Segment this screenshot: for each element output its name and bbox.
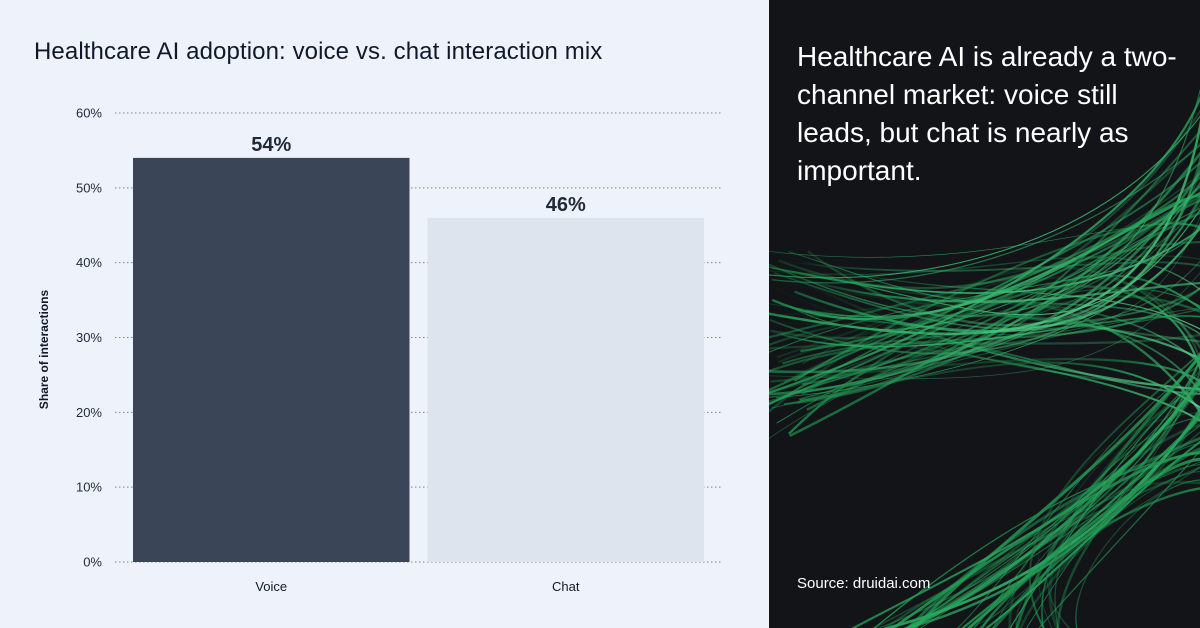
light-streak [781,259,1200,272]
x-tick-label: Chat [552,579,580,594]
source-label: Source: druidai.com [797,575,931,592]
y-tick-label: 60% [76,106,102,121]
light-streak [788,285,1200,435]
x-tick-label: Voice [255,579,287,594]
light-streak [771,307,1200,409]
light-streak [769,286,1200,373]
light-streak [793,275,1200,391]
light-streak [769,170,1200,374]
light-streak [776,275,1200,362]
light-streak [769,95,1200,394]
insight-panel: Healthcare AI is already a two-channel m… [769,0,1200,628]
data-label: 46% [546,194,586,216]
light-streak [771,208,1200,316]
light-streak [806,295,1200,411]
light-streak [769,221,1200,353]
light-streak [1054,424,1200,628]
light-streak [966,457,1200,628]
data-label: 54% [251,134,291,156]
light-streak [1028,351,1200,628]
headline: Healthcare AI is already a two-channel m… [797,41,1177,186]
chart-title: Healthcare AI adoption: voice vs. chat i… [34,38,603,65]
light-streak [769,280,1200,343]
light-streak [902,406,1200,628]
bar-chart: 0% 10% 20% 30% 40% 50% 60% Share of interaction… [37,106,722,594]
light-streak [769,115,1200,279]
bar-chat [427,217,704,562]
chart-panel: Healthcare AI adoption: voice vs. chat i… [34,38,722,594]
y-tick-label: 20% [76,405,102,420]
light-streak [800,199,1200,353]
light-streak [873,451,1200,628]
y-tick-label: 40% [76,255,102,270]
light-streak [1038,450,1200,628]
light-streak [906,436,1200,628]
light-streak [771,144,1200,284]
light-streak [980,487,1200,628]
light-streak [769,272,1200,380]
y-axis-title: Share of interactions [37,290,51,410]
light-streak [985,440,1200,628]
bar-voice [133,157,410,562]
y-tick-label: 10% [76,480,102,495]
light-streak [769,204,1200,403]
light-streak [960,416,1200,628]
light-streak [769,274,1200,405]
light-streak [769,223,1200,258]
light-streak [1008,480,1200,628]
light-streak [956,364,1200,628]
light-streak [789,211,1200,437]
y-tick-label: 30% [76,330,102,345]
light-streak [905,385,1200,628]
light-streak [785,272,1200,303]
light-streak [973,416,1200,628]
y-tick-label: 50% [76,180,102,195]
light-streak [769,256,1200,291]
green-light-streaks-decoration [769,88,1200,628]
y-tick-label: 0% [83,555,102,570]
light-streak [773,164,1200,330]
light-streak [1041,358,1200,628]
light-streak [906,369,1200,628]
light-streak [1075,479,1200,628]
light-streak [770,142,1200,340]
